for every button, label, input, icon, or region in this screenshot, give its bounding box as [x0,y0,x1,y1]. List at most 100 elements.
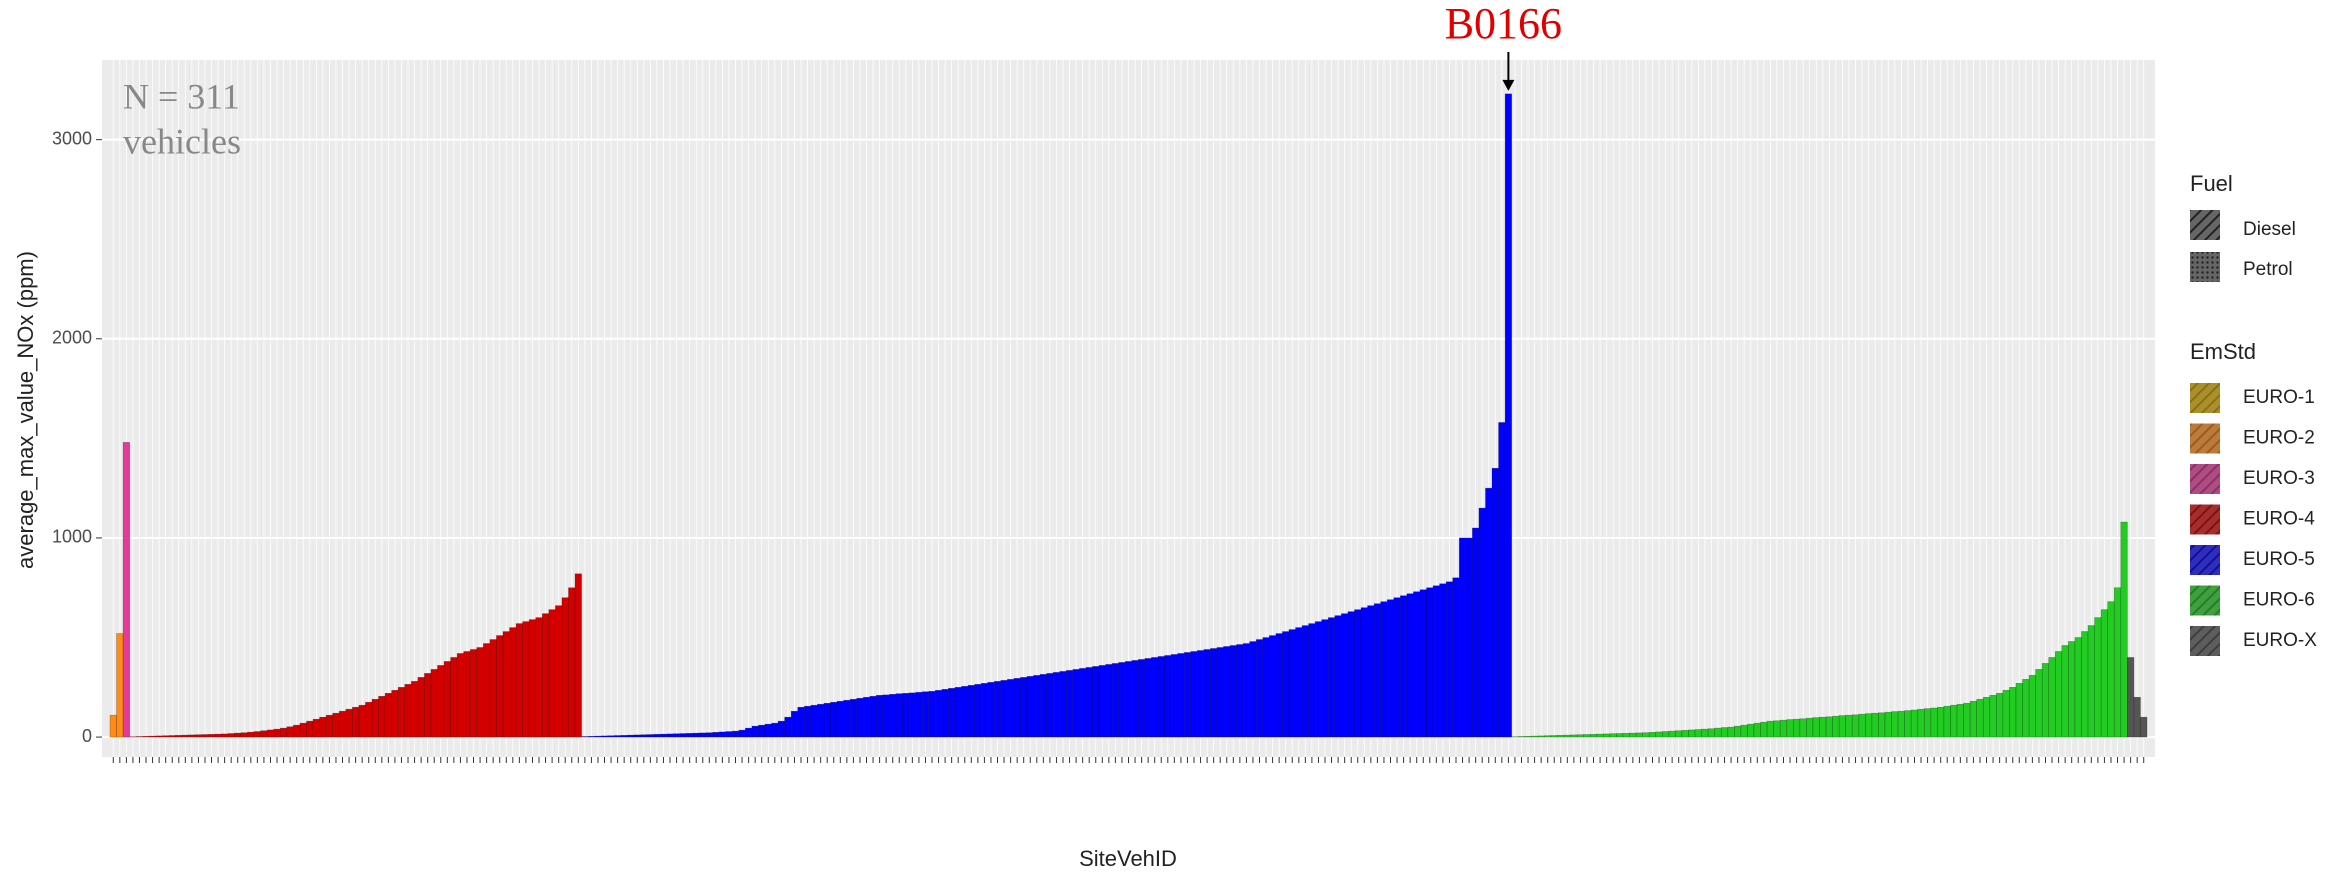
bar [155,735,163,738]
bar [1838,715,1847,738]
bar [1334,615,1342,738]
legend-key-hatch [2190,545,2220,575]
bar [181,734,189,738]
bar [1884,711,1892,738]
peak-arrow-head [1502,79,1515,91]
bar [1793,718,1801,738]
plot [102,60,2155,757]
legend-label: EURO-5 [2243,549,2315,570]
bar [1943,705,1951,738]
bar [1288,629,1296,738]
bar [2081,631,2089,738]
x-axis-title: SiteVehID [1079,846,1177,871]
bar [325,714,333,738]
bar [620,734,628,738]
bar [443,661,451,738]
bar [214,733,222,738]
bar [1956,703,1964,738]
bar [1308,623,1316,738]
legend-key [2190,252,2220,282]
bar [1190,651,1198,738]
bar [1033,675,1041,738]
bar [1622,733,1630,738]
bar [371,698,379,738]
bar [1989,694,1997,738]
bar [1976,698,1984,738]
bar [535,617,543,738]
bar [437,665,445,738]
bar [522,621,530,738]
bar [319,716,327,738]
y-tick-label: 1000 [52,527,92,547]
bar [135,736,144,738]
bar [1223,646,1231,738]
bar [1046,673,1054,738]
bar [568,587,576,738]
bar [1079,668,1087,738]
bar [849,698,857,738]
bar [692,732,700,738]
bar [2022,679,2030,738]
bar [2120,521,2128,738]
bar [1118,662,1126,738]
bar [594,735,602,738]
bar [1504,93,1512,738]
bar [1517,736,1526,738]
bar [1707,728,1716,738]
bar [941,688,949,738]
bar [2087,625,2095,738]
bar [614,735,622,738]
bar [312,718,320,738]
bar [424,673,432,738]
bar [2048,657,2056,738]
bar [1753,722,1761,738]
bar [646,734,654,738]
bar [1812,717,1820,738]
bar [653,733,661,738]
bar [2055,651,2063,738]
bar [607,735,615,738]
bar [1236,644,1244,738]
bar [633,734,641,738]
bar [1183,652,1192,738]
bar [548,609,556,738]
bar [1910,709,1919,738]
bar [1845,714,1853,738]
bar [1380,601,1388,738]
bar [1694,729,1702,738]
bar [771,722,779,738]
bar [450,657,458,738]
bar [1878,712,1886,738]
bar [496,635,504,738]
bar [345,708,353,738]
bar [895,693,903,738]
bar [168,735,176,738]
bar [279,727,288,738]
bar [1799,718,1807,738]
bar [1065,670,1074,738]
bar [1825,716,1833,738]
legend-label: EURO-1 [2243,387,2315,408]
bar [1576,734,1585,738]
bar [725,731,733,738]
bar [227,733,235,738]
bar [1819,716,1827,738]
bar [142,735,150,738]
bar [194,734,202,738]
bar [1616,733,1624,738]
bar [1255,639,1264,738]
bar [1196,650,1205,738]
bar [1216,647,1224,738]
bar [365,701,373,738]
bar [2015,683,2023,738]
bar [1537,735,1545,738]
bar [541,613,550,738]
bar [1688,729,1696,738]
bar [1282,631,1290,738]
bar [1170,654,1178,738]
bar [260,730,268,738]
bar [116,633,124,738]
bar [1085,667,1093,738]
legend-title: EmStd [2190,339,2256,364]
bar [980,683,988,738]
